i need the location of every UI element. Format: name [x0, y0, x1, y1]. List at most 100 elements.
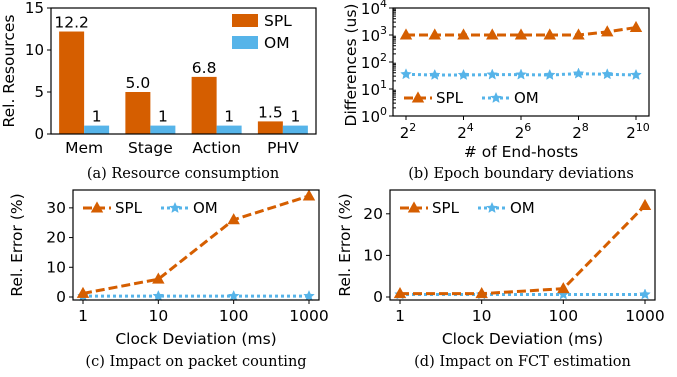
y-tick-label-3: 103: [361, 24, 387, 45]
legend-om-marker: [486, 201, 498, 213]
data-label-om-mem: 1: [92, 108, 102, 126]
y-tick-label-1-exp: 1: [380, 78, 387, 91]
y-tick-label-4-exp: 4: [380, 0, 387, 10]
series-om-point-8: [630, 68, 642, 80]
legend-om-label: OM: [193, 199, 218, 217]
legend-spl-label: SPL: [264, 12, 292, 30]
bar-spl-phv: [257, 121, 283, 134]
series-spl-point-0: [76, 286, 90, 298]
bar-om-action: [216, 125, 242, 134]
series-spl-point-1: [475, 287, 488, 299]
chart-packet-counting: 0 10 20 30 1 10 100 1000 Rel. Error (%) Clock Dev…: [8, 189, 329, 370]
x-tick-label-1: 24: [457, 121, 474, 142]
x-tick-label-1-base: 2: [457, 124, 467, 142]
bar-spl-action: [191, 76, 217, 134]
y-tick-label-2-exp: 2: [380, 51, 387, 64]
data-label-om-stage: 1: [158, 108, 168, 126]
x-tick-label-0-exp: 2: [409, 121, 416, 134]
caption: (a) Resource consumption: [87, 166, 279, 182]
series-om-point-7: [601, 68, 614, 80]
series-om-point-6: [572, 67, 585, 79]
y-tick-label-0: 0: [373, 288, 383, 306]
legend-spl-marker: [90, 201, 104, 213]
y-tick-label-3-exp: 3: [380, 24, 387, 37]
x-tick-label-3: 1000: [289, 307, 328, 325]
chart-fct-estimation: 0 10 20 1 10 100 1000 Rel. Error (%) Clock Devia…: [336, 189, 665, 370]
series-spl-point-0: [393, 287, 407, 299]
series-spl-point-2: [557, 282, 570, 294]
x-tick-label-2-base: 2: [515, 124, 525, 142]
series-spl-line: [82, 194, 310, 295]
series-spl-point-3: [486, 28, 499, 40]
series-spl-point-4: [514, 28, 528, 40]
legend-om-marker: [490, 91, 502, 103]
caption: (c) Impact on packet counting: [85, 354, 306, 370]
bar-om-mem: [84, 125, 110, 134]
y-tick-label-3-base: 10: [361, 27, 380, 45]
x-tick-label-1: 10: [472, 307, 492, 325]
series-om-point-2: [227, 289, 240, 302]
legend-om-marker: [169, 201, 181, 213]
x-tick-label-mem: Mem: [65, 139, 103, 157]
legend-spl-marker: [407, 201, 421, 213]
y-axis-label: Rel. Error (%): [8, 193, 26, 296]
data-label-om-phv: 1: [290, 108, 300, 126]
y-tick-label-1: 101: [361, 78, 387, 99]
series-spl-point-1: [428, 28, 441, 40]
x-tick-label-0: 1: [78, 307, 88, 325]
x-tick-label-2: 100: [549, 307, 579, 325]
legend-om-swatch: [232, 36, 258, 49]
x-tick-label-4: 210: [626, 121, 650, 142]
y-tick-label-2: 10: [25, 41, 44, 59]
legend-om-label: OM: [264, 34, 290, 52]
x-tick-label-4-exp: 10: [636, 121, 650, 134]
y-tick-label-0: 100: [361, 105, 387, 126]
legend-spl-label: SPL: [432, 199, 460, 217]
caption: (d) Impact on FCT estimation: [414, 354, 631, 370]
legend-om-label: OM: [514, 89, 539, 107]
x-tick-label-1: 10: [148, 307, 168, 325]
x-tick-label-3-exp: 8: [582, 121, 589, 134]
a-plot-frame: [50, 7, 317, 135]
x-tick-label-3-base: 2: [572, 124, 582, 142]
series-spl-point-2: [227, 213, 240, 225]
series-spl-point-7: [601, 25, 614, 37]
legend-spl-label: SPL: [115, 199, 143, 217]
x-tick-label-4-base: 2: [626, 124, 636, 142]
series-spl-point-2: [457, 28, 470, 40]
bar-om-phv: [282, 125, 308, 134]
series-spl-line: [400, 204, 647, 296]
x-tick-label-1-exp: 4: [467, 121, 474, 134]
legend-spl-swatch: [232, 14, 258, 27]
legend-spl-marker: [411, 91, 425, 103]
y-tick-label-0: 0: [34, 125, 44, 143]
series-om-point-1: [152, 289, 165, 302]
series-om-point-1: [428, 68, 441, 80]
bar-spl-mem: [59, 31, 85, 134]
series-spl-point-5: [543, 28, 556, 40]
y-tick-label-0-base: 10: [361, 108, 380, 126]
x-tick-label-0: 22: [400, 121, 417, 142]
x-tick-label-3: 1000: [625, 307, 664, 325]
y-tick-label-2-base: 10: [361, 54, 380, 72]
x-axis-label: Clock Deviation (ms): [115, 330, 276, 348]
chart-c-plot-frame: [72, 189, 320, 301]
series-om-point-2: [457, 68, 470, 80]
y-tick-label-3: 30: [46, 199, 66, 217]
x-tick-label-0: 1: [395, 307, 405, 325]
data-label-om-action: 1: [224, 108, 234, 126]
chart-d-plot-frame: [389, 189, 656, 301]
y-tick-label-1: 10: [46, 258, 66, 276]
y-tick-label-1-base: 10: [361, 81, 380, 99]
bar-spl-stage: [125, 92, 151, 134]
series-om-point-3: [486, 68, 499, 80]
bar-om-stage: [150, 125, 176, 134]
x-tick-label-action: Action: [192, 139, 241, 157]
x-tick-label-2: 26: [515, 121, 532, 142]
x-tick-label-phv: PHV: [267, 139, 299, 157]
x-axis-label: # of End-hosts: [464, 143, 578, 161]
series-om-point-3: [639, 288, 651, 300]
caption: (b) Epoch boundary deviations: [408, 166, 634, 182]
